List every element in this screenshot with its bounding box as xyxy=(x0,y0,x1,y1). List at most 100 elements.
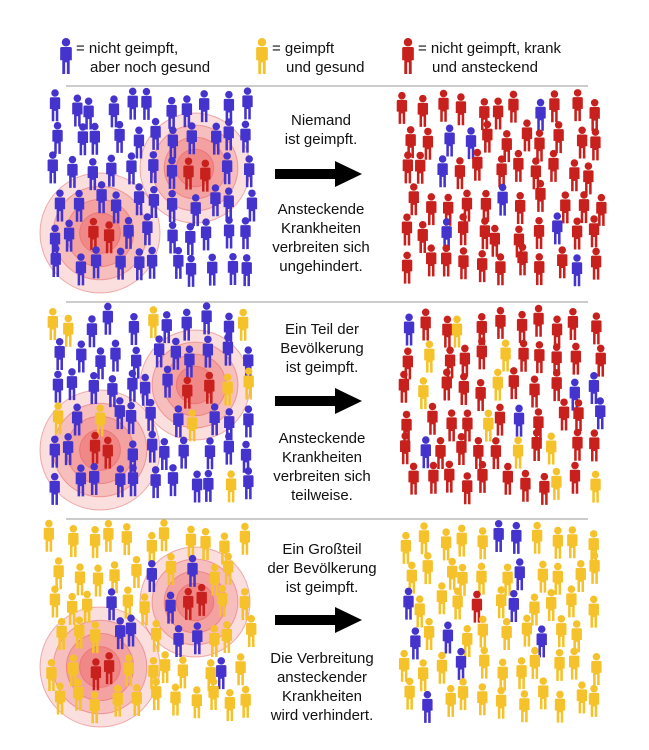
person-icon xyxy=(501,130,512,163)
person-icon xyxy=(552,212,563,245)
person-icon xyxy=(437,155,448,188)
person-icon xyxy=(114,120,125,153)
person-icon xyxy=(158,519,170,552)
caption-line: Niemand xyxy=(290,112,352,129)
person-icon xyxy=(588,684,600,717)
person-icon xyxy=(63,219,75,252)
person-icon xyxy=(107,375,118,408)
person-icon xyxy=(240,440,252,473)
person-icon xyxy=(223,216,235,249)
person-icon xyxy=(566,585,577,618)
person-icon xyxy=(223,118,234,151)
person-icon xyxy=(396,91,408,124)
person-icon xyxy=(167,464,179,497)
caption-line: Ein Großteil xyxy=(282,541,362,558)
person-icon xyxy=(560,191,571,224)
person-icon xyxy=(87,158,98,191)
person-icon xyxy=(81,590,93,623)
person-icon xyxy=(508,589,519,622)
person-icon xyxy=(403,587,414,620)
person-icon xyxy=(167,221,178,254)
person-icon xyxy=(398,649,410,682)
person-icon xyxy=(508,90,519,123)
person-icon xyxy=(454,157,466,190)
person-icon xyxy=(181,308,192,341)
person-icon xyxy=(62,433,74,466)
person-icon xyxy=(151,678,162,711)
person-icon xyxy=(535,179,546,212)
person-icon xyxy=(403,313,415,346)
person-icon xyxy=(494,403,506,436)
person-icon xyxy=(482,120,493,153)
person-icon xyxy=(420,308,431,341)
person-icon xyxy=(102,302,114,335)
person-icon xyxy=(217,584,228,617)
person-icon xyxy=(123,216,134,249)
person-icon xyxy=(423,618,435,651)
person-icon xyxy=(558,398,570,431)
person-icon xyxy=(455,647,467,680)
person-icon xyxy=(131,684,142,717)
person-icon xyxy=(457,213,469,246)
person-icon xyxy=(531,521,543,554)
person-icon xyxy=(146,246,158,279)
person-icon xyxy=(570,342,582,375)
person-icon xyxy=(496,586,507,619)
person-icon xyxy=(442,315,453,348)
person-icon xyxy=(159,651,171,684)
person-icon xyxy=(589,551,600,584)
person-icon xyxy=(583,162,594,195)
person-icon xyxy=(551,369,562,402)
person-icon xyxy=(128,313,140,346)
person-icon xyxy=(575,560,586,593)
person-icon xyxy=(186,409,198,442)
person-icon xyxy=(406,561,418,594)
caption-line: verbreiten sich xyxy=(273,468,371,485)
caption-line: Bevölkerung xyxy=(280,340,364,357)
legend-line: und gesund xyxy=(286,59,365,76)
person-icon xyxy=(571,620,582,653)
caption-line: wird verhindert. xyxy=(270,707,374,724)
legend-line: = nicht geimpft, krank xyxy=(418,40,561,57)
person-icon xyxy=(243,467,254,500)
person-icon xyxy=(444,124,455,157)
person-icon xyxy=(153,335,165,368)
person-icon xyxy=(159,438,170,471)
legend-text-vaccinated: = geimpft und gesund xyxy=(272,39,364,77)
person-icon xyxy=(459,344,471,377)
person-icon xyxy=(204,371,215,404)
person-icon xyxy=(571,217,583,250)
person-icon xyxy=(121,523,132,556)
person-icon xyxy=(246,615,257,648)
person-icon xyxy=(115,617,126,650)
person-icon xyxy=(477,250,488,283)
person-icon xyxy=(53,557,64,590)
person-icon xyxy=(456,524,467,557)
person-icon xyxy=(223,90,235,123)
person-icon xyxy=(89,463,100,496)
caption-line: ist geimpft. xyxy=(285,579,359,596)
person-icon xyxy=(74,616,85,649)
person-icon xyxy=(240,685,251,718)
person-icon xyxy=(52,402,64,435)
person-icon xyxy=(590,470,601,503)
person-icon xyxy=(165,553,177,586)
arrow-icon xyxy=(275,388,362,414)
person-icon xyxy=(576,126,588,159)
person-icon xyxy=(147,430,158,463)
person-icon xyxy=(66,592,78,625)
panel-3-caption-top: Ein Großteil der Bevölkerung ist geimpft… xyxy=(249,540,395,597)
person-icon xyxy=(572,428,583,461)
person-icon xyxy=(517,243,528,276)
person-icon xyxy=(75,253,87,286)
person-icon xyxy=(203,469,214,502)
person-icon xyxy=(472,148,483,181)
person-icon xyxy=(552,562,563,595)
person-icon xyxy=(127,369,138,402)
person-icon xyxy=(589,98,600,131)
person-icon xyxy=(148,151,159,184)
person-icon xyxy=(52,121,63,154)
person-icon xyxy=(200,527,211,560)
person-icon xyxy=(497,658,508,691)
person-icon xyxy=(75,464,87,497)
